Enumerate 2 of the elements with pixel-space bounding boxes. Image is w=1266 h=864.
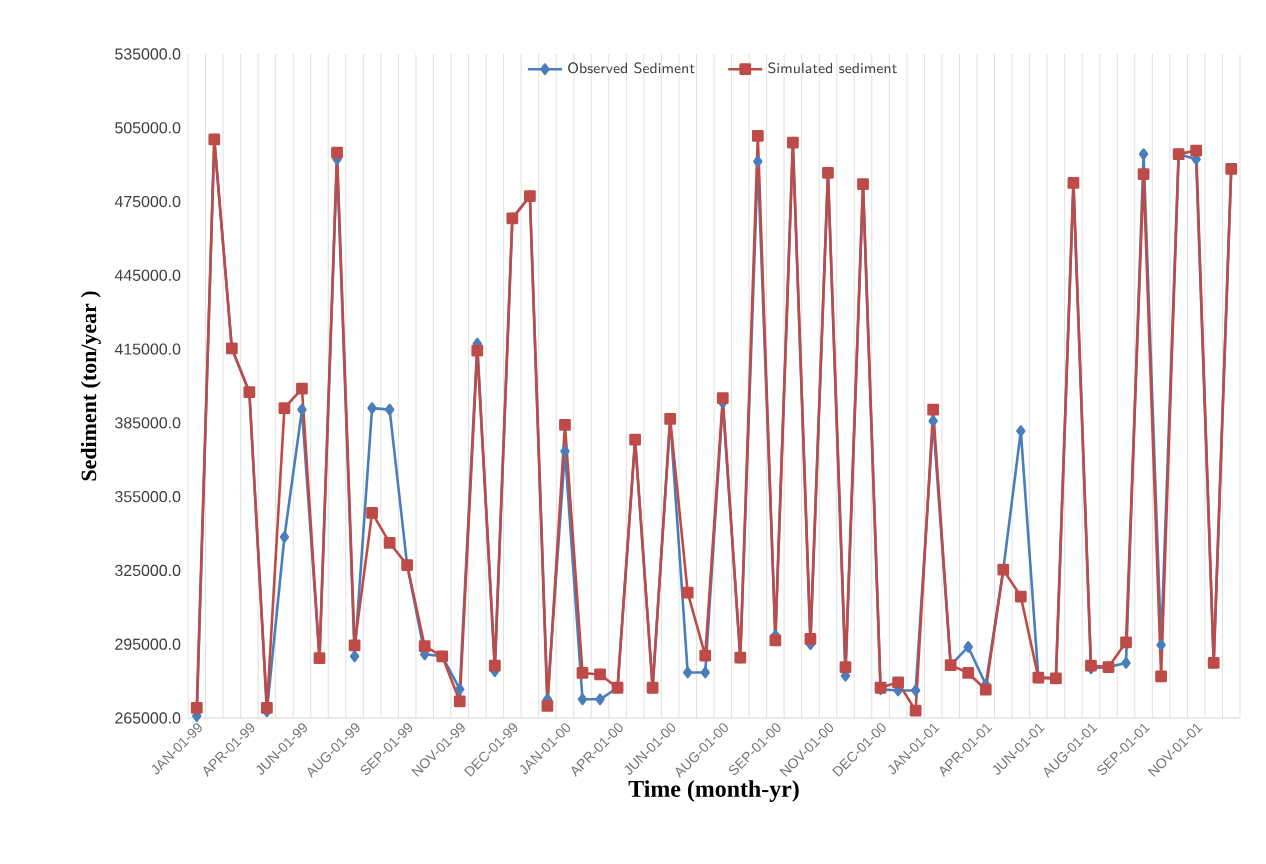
y-axis-title: Sediment (ton/year ): [80, 291, 101, 481]
x-axis-title: Time (month-yr): [628, 780, 799, 802]
